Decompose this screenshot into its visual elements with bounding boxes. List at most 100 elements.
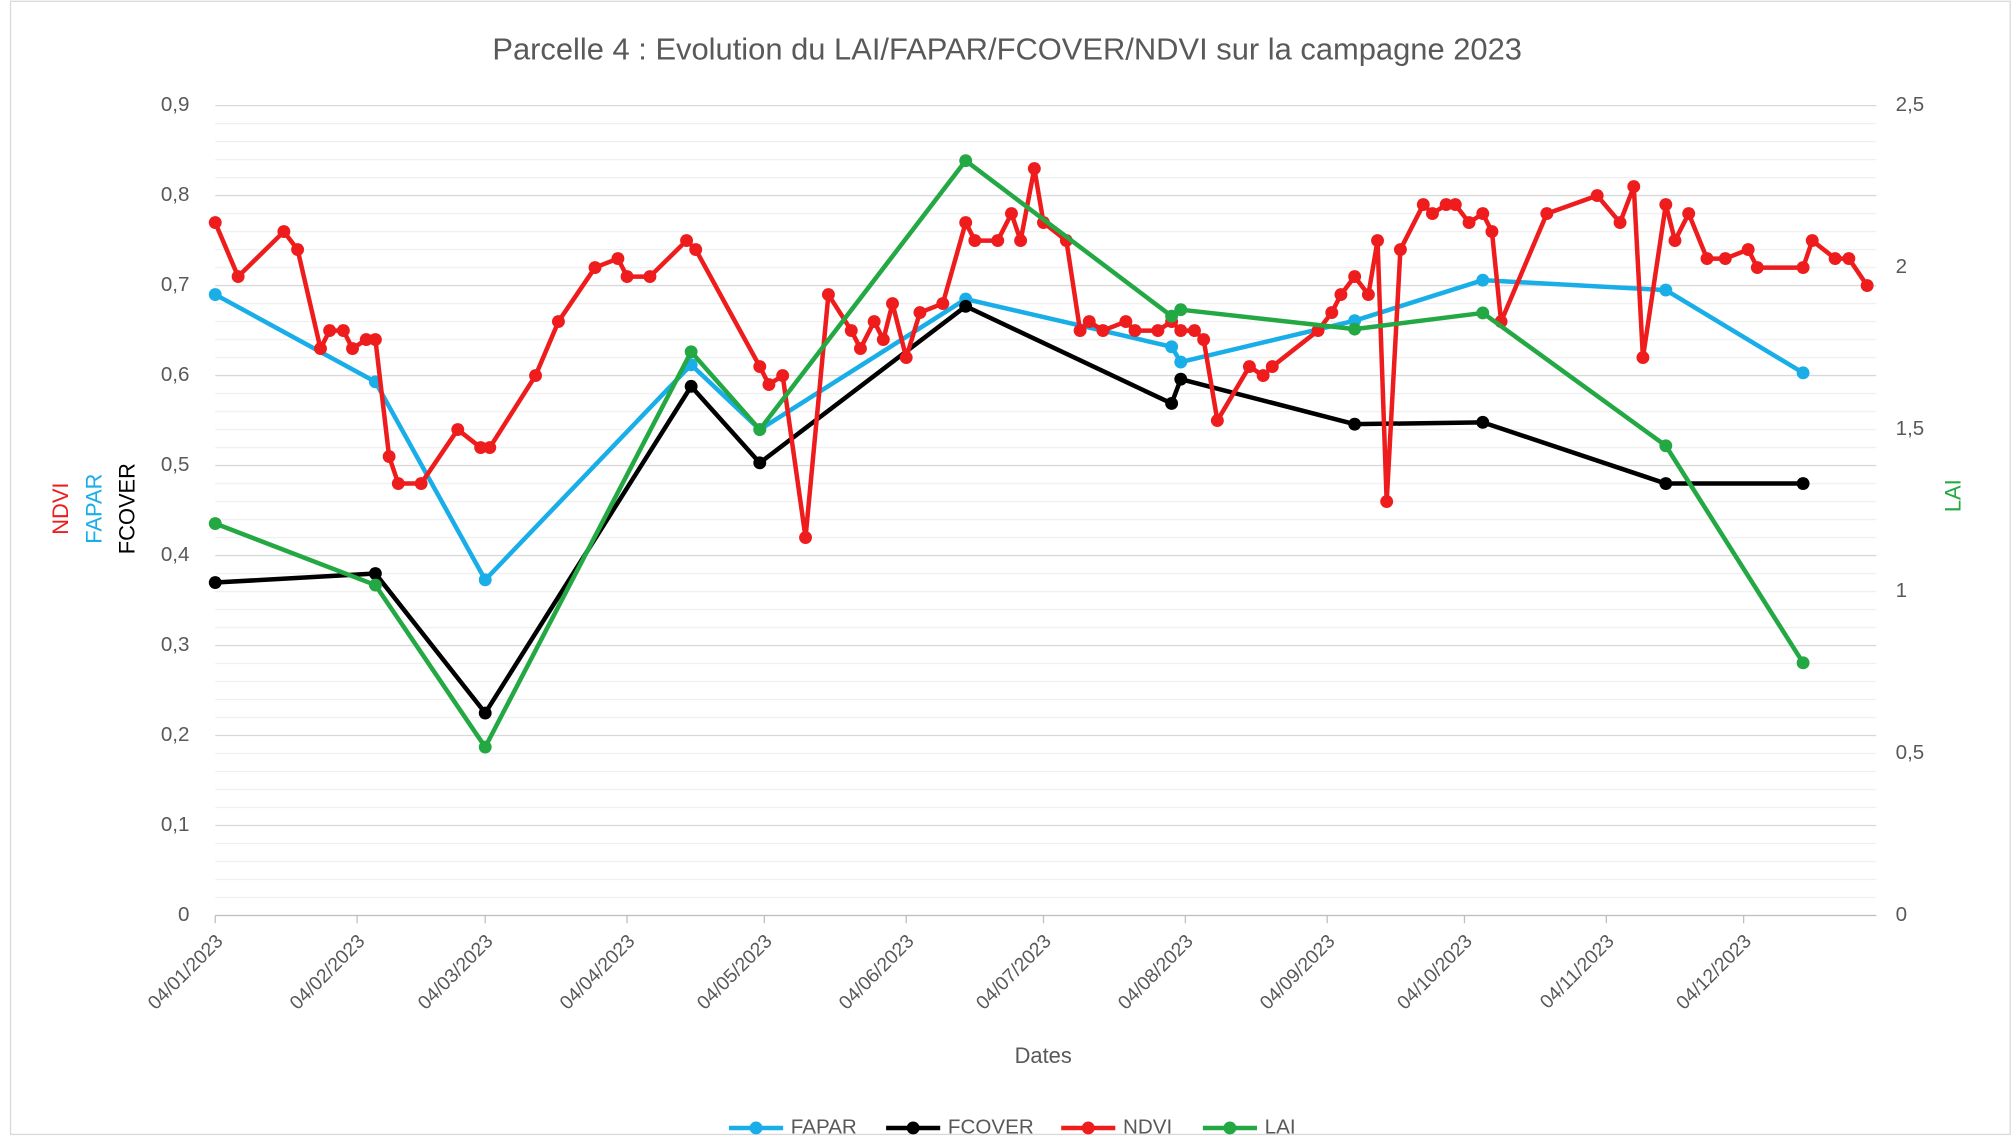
y-tick-label: 0,9	[161, 93, 190, 116]
legend-label: FAPAR	[791, 1115, 857, 1137]
data-point	[208, 517, 222, 530]
data-point	[1796, 477, 1810, 490]
y-tick-label: 0,2	[161, 723, 190, 746]
data-point	[1476, 415, 1490, 429]
data-point	[1393, 243, 1407, 257]
data-point	[968, 234, 982, 248]
legend-label: FCOVER	[948, 1115, 1034, 1137]
data-point	[1448, 198, 1462, 212]
data-point	[1796, 366, 1810, 380]
data-point	[776, 369, 790, 383]
data-point	[1476, 306, 1490, 320]
data-point	[1700, 252, 1714, 266]
data-point	[913, 306, 927, 320]
data-point	[478, 706, 492, 720]
data-point	[1828, 252, 1842, 266]
data-point	[959, 216, 973, 230]
data-point	[1659, 283, 1673, 297]
data-point	[689, 243, 703, 257]
data-point	[1151, 324, 1165, 338]
data-point	[368, 333, 382, 347]
data-point	[1325, 306, 1339, 320]
y2-tick-label: 0,5	[1896, 741, 1925, 764]
legend-label: NDVI	[1123, 1115, 1172, 1137]
data-point	[1334, 288, 1348, 302]
data-point	[414, 477, 428, 490]
data-point	[684, 345, 698, 359]
data-point	[1476, 207, 1490, 221]
y-tick-label: 0,1	[161, 813, 190, 836]
series-line	[214, 277, 1805, 583]
data-point	[844, 324, 858, 338]
data-point	[799, 531, 812, 544]
data-point	[1613, 216, 1627, 230]
data-point	[208, 288, 222, 302]
data-point	[1590, 189, 1604, 203]
data-point	[368, 567, 382, 580]
y2-tick-label: 1	[1896, 579, 1907, 602]
data-point	[959, 154, 973, 168]
y2-tick-label: 2,5	[1896, 93, 1925, 116]
legend-marker	[906, 1121, 920, 1135]
data-point	[1348, 270, 1362, 284]
series-line	[215, 304, 1804, 716]
data-point	[1659, 439, 1673, 453]
legend-marker	[749, 1121, 763, 1135]
data-point	[346, 342, 359, 356]
data-point	[1796, 656, 1810, 670]
data-point	[478, 573, 492, 587]
data-point	[1174, 303, 1188, 317]
y-axis-label: NDVI	[48, 482, 73, 534]
data-point	[1659, 477, 1673, 490]
data-point	[1165, 309, 1179, 323]
data-point	[551, 315, 565, 329]
data-point	[1796, 261, 1810, 275]
data-point	[529, 369, 542, 383]
data-point	[451, 423, 465, 437]
data-point	[1174, 324, 1188, 338]
data-point	[314, 342, 327, 356]
data-point	[821, 288, 835, 302]
y-tick-label: 0	[178, 903, 189, 926]
chart-title: Parcelle 4 : Evolution du LAI/FAPAR/FCOV…	[492, 32, 1522, 67]
data-point	[277, 225, 291, 239]
data-point	[391, 477, 405, 490]
data-point	[684, 379, 698, 393]
data-point	[1805, 234, 1819, 248]
data-point	[1636, 351, 1650, 365]
data-point	[1348, 417, 1362, 431]
data-point	[1119, 315, 1133, 329]
data-point	[323, 324, 337, 338]
data-point	[1416, 198, 1430, 212]
y-tick-label: 0,7	[161, 273, 190, 296]
data-point	[1128, 324, 1142, 338]
data-point	[336, 324, 350, 338]
y-tick-label: 0,8	[161, 183, 190, 206]
data-point	[959, 299, 973, 313]
data-point	[1462, 216, 1476, 230]
data-point	[1210, 414, 1224, 428]
data-point	[1242, 360, 1256, 374]
data-point	[1540, 207, 1554, 221]
data-point	[1005, 207, 1018, 221]
data-point	[291, 243, 305, 257]
data-point	[1073, 324, 1087, 338]
data-point	[231, 270, 245, 284]
data-point	[753, 456, 767, 470]
data-point	[1426, 207, 1439, 221]
data-point	[762, 378, 776, 392]
y-tick-label: 0,3	[161, 633, 190, 656]
y2-tick-label: 2	[1896, 255, 1907, 278]
data-point	[1659, 198, 1673, 212]
data-point	[478, 740, 492, 754]
chart-border	[9, 0, 2011, 1136]
data-point	[208, 576, 222, 589]
data-point	[1165, 397, 1179, 410]
data-point	[483, 441, 497, 454]
data-point	[1082, 315, 1096, 329]
data-point	[876, 333, 890, 347]
data-point	[1165, 340, 1179, 354]
data-point	[1476, 273, 1490, 287]
legend-label: LAI	[1265, 1115, 1296, 1137]
data-point	[753, 423, 767, 437]
